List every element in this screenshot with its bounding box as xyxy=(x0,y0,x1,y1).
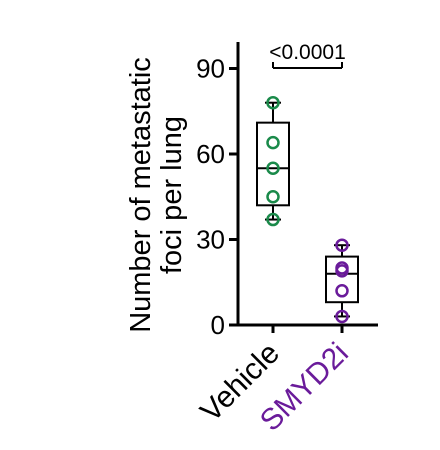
y-tick-label: 0 xyxy=(211,310,225,340)
data-point-vehicle xyxy=(266,190,280,204)
data-point-vehicle xyxy=(266,212,280,227)
data-point-smyd2i xyxy=(335,238,349,252)
data-point-vehicle xyxy=(266,161,280,175)
y-tick-label: 60 xyxy=(196,139,225,169)
data-point-vehicle xyxy=(266,135,280,150)
y-tick-label: 90 xyxy=(196,54,225,84)
data-point-smyd2i xyxy=(335,284,349,298)
y-tick-label: 30 xyxy=(196,225,225,255)
y-axis-title: Number of metastaticfoci per lung xyxy=(125,57,188,333)
box-smyd2i xyxy=(325,255,359,304)
data-point-vehicle xyxy=(266,95,280,110)
y-axis-title-line: Number of metastatic xyxy=(125,57,157,333)
data-point-smyd2i xyxy=(335,264,349,278)
y-axis-title-line: foci per lung xyxy=(156,116,188,274)
data-point-smyd2i xyxy=(335,309,349,324)
box-vehicle xyxy=(256,121,290,207)
p-value-label: <0.0001 xyxy=(269,41,346,64)
